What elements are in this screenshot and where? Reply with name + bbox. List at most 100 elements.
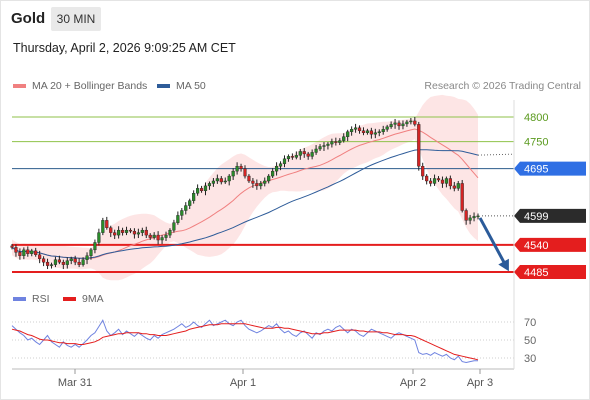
- candle-body: [61, 261, 65, 265]
- candle-body: [310, 152, 314, 157]
- instrument-title: Gold: [11, 10, 46, 27]
- level-label-4540: 4540: [524, 240, 548, 252]
- candle-body: [18, 252, 22, 256]
- candle-body: [456, 183, 460, 189]
- timeframe-button[interactable]: 30 MIN: [51, 7, 101, 31]
- candle-body: [385, 126, 389, 130]
- candle-body: [247, 175, 251, 182]
- candle-body: [476, 215, 480, 218]
- ma50-swatch: [157, 84, 170, 88]
- candle-body: [278, 163, 283, 167]
- candle-body: [227, 175, 231, 182]
- candle-body: [77, 261, 81, 265]
- candle-body: [432, 178, 437, 184]
- candle-body: [275, 166, 279, 172]
- candle-body: [417, 124, 421, 167]
- candle-body: [460, 183, 464, 211]
- ma50-extension: [477, 153, 515, 156]
- level-tag-4485: 4485: [514, 265, 586, 279]
- x-tick-label: Apr 2: [400, 377, 426, 389]
- candle-body: [267, 175, 271, 182]
- rsi-plot: 70 50 30: [11, 317, 536, 365]
- candle-body: [334, 141, 338, 143]
- candle-body: [101, 220, 105, 233]
- rsi-ma-swatch: [63, 297, 76, 301]
- candle-body: [357, 127, 362, 131]
- x-tick-label: Apr 3: [467, 377, 493, 389]
- legend-9ma-label: 9MA: [82, 293, 104, 305]
- legend-ma20-label: MA 20 + Bollinger Bands: [32, 80, 148, 92]
- level-label-4485: 4485: [524, 267, 548, 279]
- candle-body: [113, 232, 117, 236]
- rsi-tick-30: 30: [524, 353, 536, 365]
- rsi-swatch: [13, 297, 26, 301]
- candle-body: [176, 215, 180, 223]
- level-label-4599: 4599: [524, 211, 548, 223]
- candle-body: [69, 258, 73, 261]
- candle-body: [298, 151, 302, 156]
- candle-body: [160, 237, 164, 241]
- candle-body: [322, 145, 326, 147]
- rsi-line: [11, 319, 478, 364]
- candle-body: [369, 130, 373, 135]
- candle-body: [286, 156, 291, 160]
- level-tag-bg: [514, 265, 586, 279]
- x-axis: Mar 31 Apr 1 Apr 2 Apr 3: [12, 100, 515, 389]
- candle-body: [452, 185, 456, 189]
- candle-body: [38, 254, 42, 259]
- candle-body: [330, 141, 334, 145]
- candle-body: [215, 178, 219, 182]
- level-tag-bg: [514, 208, 586, 223]
- candle-body: [413, 120, 417, 125]
- candle-body: [255, 183, 259, 187]
- candle-body: [42, 258, 46, 263]
- price-plot: 4800 4750 4695 4599 4540 4485: [10, 94, 586, 281]
- candle-body: [235, 166, 239, 172]
- candle-body: [26, 249, 30, 254]
- candle-body: [318, 146, 322, 150]
- chart-header: Gold 30 MIN: [0, 0, 590, 36]
- candle-body: [425, 175, 429, 182]
- candle-body: [45, 261, 50, 266]
- candle-body: [164, 234, 168, 238]
- candle-body: [263, 180, 267, 184]
- candle-body: [361, 130, 366, 133]
- candle-body: [444, 178, 448, 184]
- candle-body: [144, 229, 148, 236]
- candle-body: [350, 129, 354, 132]
- candle-body: [468, 217, 472, 221]
- candle-body: [429, 180, 433, 184]
- rsi-ma-line: [11, 323, 479, 361]
- candle-body: [109, 227, 113, 233]
- candle-body: [57, 259, 61, 263]
- candle-body: [259, 183, 263, 187]
- candle-body: [282, 158, 287, 164]
- candle-body: [326, 143, 330, 146]
- candle-body: [10, 245, 14, 248]
- candle-body: [302, 151, 306, 155]
- projection-arrowhead: [498, 258, 509, 272]
- candle-body: [436, 178, 441, 181]
- candle-body: [117, 229, 121, 236]
- candle-body: [22, 249, 26, 256]
- legend-rsi: RSI: [13, 293, 50, 305]
- candle-body: [294, 155, 298, 158]
- candle-body: [81, 259, 85, 265]
- candle-body: [464, 210, 468, 221]
- candle-body: [105, 220, 109, 228]
- legend-ma50-label: MA 50: [176, 80, 206, 92]
- candle-body: [440, 179, 445, 184]
- candle-body: [207, 183, 212, 187]
- candle-body: [199, 188, 204, 192]
- legend-9ma: 9MA: [63, 293, 104, 305]
- candle-body: [211, 180, 215, 184]
- candle-body: [168, 229, 172, 236]
- level-label-4695: 4695: [524, 164, 548, 176]
- level-label-4750: 4750: [524, 137, 548, 149]
- legend-ma20: MA 20 + Bollinger Bands: [13, 80, 147, 92]
- candle-body: [342, 136, 346, 141]
- candle-body: [85, 255, 89, 260]
- candle-body: [409, 120, 413, 123]
- candle-body: [136, 232, 140, 235]
